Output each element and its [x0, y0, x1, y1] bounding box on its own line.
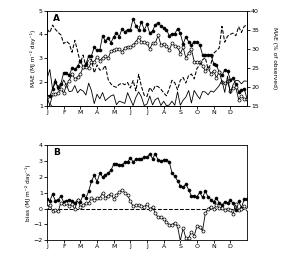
Y-axis label: MAE (MJ m⁻² day⁻¹): MAE (MJ m⁻² day⁻¹)	[30, 29, 36, 87]
Text: B: B	[53, 148, 60, 157]
Text: A: A	[53, 14, 60, 22]
Y-axis label: bias (MJ m⁻² day⁻¹): bias (MJ m⁻² day⁻¹)	[25, 164, 31, 221]
Y-axis label: MAE (% of observed): MAE (% of observed)	[271, 27, 276, 89]
